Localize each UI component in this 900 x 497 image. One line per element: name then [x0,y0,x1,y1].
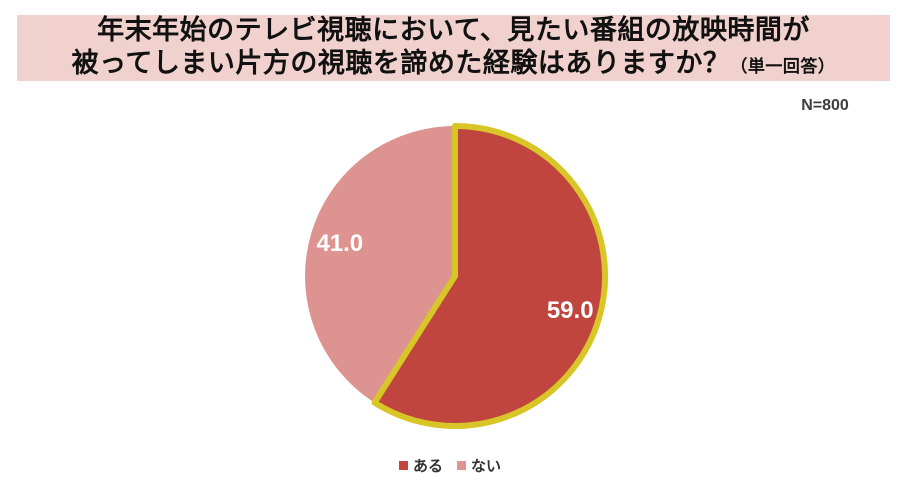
legend: ある ない [0,455,900,476]
title-suffix: （単一回答） [730,56,836,76]
title-line-2-text: 被ってしまい片方の視聴を諦めた経験はありますか？ [71,47,731,78]
legend-item-nai: ない [457,455,501,476]
legend-item-aru: ある [398,455,443,476]
pie-data-label-0: 59.0 [547,297,594,324]
title-line-2: 被ってしまい片方の視聴を諦めた経験はありますか？（単一回答） [17,47,890,83]
title-line-1: 年末年始のテレビ視聴において、見たい番組の放映時間が [97,14,810,45]
legend-swatch [457,461,466,470]
legend-label: ある [412,458,443,475]
pie-slice-0 [371,123,609,429]
title-banner: 年末年始のテレビ視聴において、見たい番組の放映時間が 被ってしまい片方の視聴を諦… [17,15,890,81]
legend-label: ない [471,458,502,475]
legend-swatch [398,461,408,470]
pie-data-label-1: 41.0 [316,230,363,257]
sample-size-label: N=800 [801,97,849,114]
